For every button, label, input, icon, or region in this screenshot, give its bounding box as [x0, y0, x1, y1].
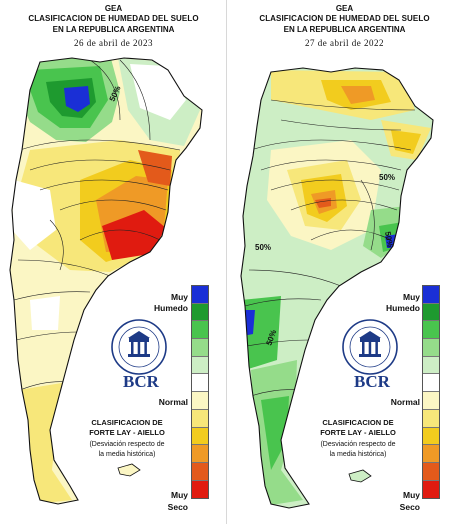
legend-swatch [423, 480, 439, 499]
legend-swatch [192, 321, 208, 340]
legend-swatch [423, 303, 439, 322]
country-outline [9, 57, 203, 505]
legend-swatch [192, 286, 208, 304]
org-label: GEA [104, 4, 123, 13]
deviation-note: (Desviación respecto de [320, 441, 396, 448]
legend-swatch [192, 356, 208, 375]
legend-swatch [192, 303, 208, 322]
legend-label-very-dry-2: Seco [399, 502, 420, 512]
argentina-soil-moisture-map: 50% [9, 57, 203, 505]
argentina-soil-moisture-map: 50% 50% 50% 50% [240, 67, 434, 509]
classification-title: CLASIFICACION DE [322, 418, 394, 427]
legend-swatch [192, 462, 208, 481]
deviation-note: (Desviación respecto de [89, 441, 165, 448]
malvinas-islands [117, 463, 141, 477]
legend-swatch [423, 286, 439, 304]
title-line-1: CLASIFICACION DE HUMEDAD DEL SUELO [28, 14, 199, 23]
title-line-2: EN LA REPUBLICA ARGENTINA [52, 25, 175, 34]
legend-swatch [423, 374, 439, 393]
legend-swatch [423, 445, 439, 463]
bcr-seal-logo [342, 319, 398, 375]
map-date: 26 de abril de 2023 [74, 38, 153, 48]
legend-swatch [192, 409, 208, 428]
bcr-logo-text: BCR [354, 372, 390, 391]
legend-swatch [192, 445, 208, 463]
color-legend [422, 285, 440, 500]
map-panel-2023: GEA CLASIFICACION DE HUMEDAD DEL SUELO E… [0, 0, 227, 524]
bcr-seal-logo [111, 319, 167, 375]
bcr-logo-text: BCR [123, 372, 159, 391]
contour-label: 50% [255, 243, 271, 252]
legend-label-very-dry: Muy [403, 490, 420, 500]
deviation-note-2: la media histórica) [329, 451, 387, 458]
map-date: 27 de abril de 2022 [305, 38, 384, 48]
legend-label-normal: Normal [390, 397, 420, 407]
legend-label-very-dry-2: Seco [167, 502, 188, 512]
legend-swatch [423, 321, 439, 340]
legend-swatch [192, 339, 208, 357]
color-legend [191, 285, 209, 500]
contour-label: 50% [379, 173, 395, 182]
legend-swatch [192, 480, 208, 499]
legend-swatch [192, 374, 208, 393]
title-line-1: CLASIFICACION DE HUMEDAD DEL SUELO [259, 14, 430, 23]
contour-label: 50% [383, 231, 395, 248]
legend-swatch [423, 427, 439, 446]
legend-label-very-dry: Muy [171, 490, 188, 500]
classification-method: FORTE LAY - AIELLO [320, 428, 396, 437]
legend-swatch [423, 462, 439, 481]
classification-method: FORTE LAY - AIELLO [89, 428, 165, 437]
org-label: GEA [335, 4, 354, 13]
legend-swatch [423, 392, 439, 410]
malvinas-islands [348, 469, 372, 483]
legend-swatch [192, 392, 208, 410]
country-outline [240, 67, 434, 509]
legend-label-very-wet: Muy [403, 292, 420, 302]
legend-swatch [423, 339, 439, 357]
legend-swatch [423, 409, 439, 428]
legend-label-very-wet: Muy [171, 292, 188, 302]
legend-swatch [192, 427, 208, 446]
legend-label-very-wet-2: Humedo [154, 303, 188, 313]
classification-title: CLASIFICACION DE [91, 418, 163, 427]
legend-label-very-wet-2: Humedo [386, 303, 420, 313]
title-line-2: EN LA REPUBLICA ARGENTINA [283, 25, 406, 34]
legend-swatch [423, 356, 439, 375]
legend-label-normal: Normal [158, 397, 188, 407]
deviation-note-2: la media histórica) [98, 451, 156, 458]
map-panel-2022: GEA CLASIFICACION DE HUMEDAD DEL SUELO E… [231, 0, 458, 524]
